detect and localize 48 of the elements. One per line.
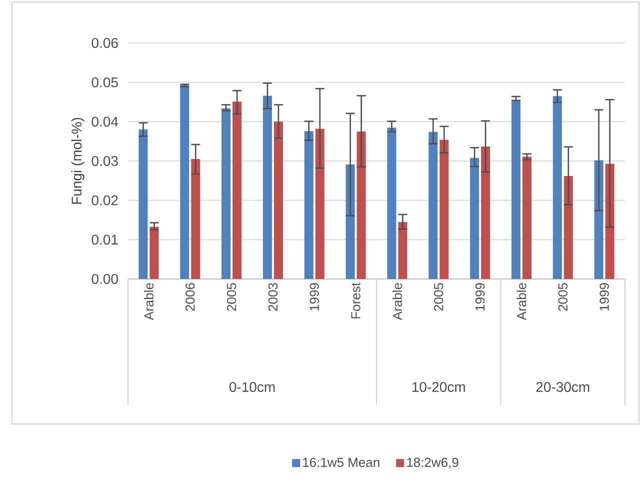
x-tick-label: Arable <box>516 283 526 320</box>
x-tick-label: 2005 <box>558 283 568 311</box>
bar <box>470 158 480 279</box>
y-tick-label: 0.02 <box>92 195 118 206</box>
bar <box>594 160 604 279</box>
x-tick-label: Arable <box>144 283 154 320</box>
bar <box>398 222 408 279</box>
legend-label: 18:2w6,9 <box>407 458 458 469</box>
bar <box>274 122 283 279</box>
bar <box>522 156 532 279</box>
bar <box>481 146 490 279</box>
x-tick-label: 2006 <box>186 283 195 311</box>
x-tick-label: 2003 <box>268 283 278 311</box>
bar <box>180 85 190 279</box>
text: 0-10cm <box>229 382 275 392</box>
y-axis-title: Fungi (mol-%) <box>71 118 84 204</box>
text: 20-30cm <box>536 382 590 392</box>
bar <box>232 102 242 279</box>
x-tick-label: 1999 <box>310 283 319 310</box>
bar <box>138 130 148 279</box>
x-tick-label: 2005 <box>226 283 236 311</box>
x-tick-label: Arable <box>392 283 402 320</box>
y-tick-label: 0.06 <box>92 38 118 48</box>
y-tick-label: 0.04 <box>92 116 118 127</box>
bar <box>346 164 355 279</box>
bar <box>315 128 324 279</box>
y-tick-label: 0.05 <box>92 77 118 88</box>
bar <box>428 132 438 279</box>
x-tick-label: 1999 <box>475 283 485 310</box>
x-tick-label: Forest <box>351 282 360 318</box>
bar <box>222 108 231 279</box>
bar <box>440 140 449 279</box>
bar <box>356 132 366 279</box>
legend-label: 16:1w5 Mean <box>303 458 380 467</box>
bar <box>387 128 396 279</box>
y-tick-label: 0.03 <box>92 156 118 166</box>
bar <box>564 176 573 279</box>
bar <box>191 159 200 279</box>
bar <box>150 226 159 279</box>
y-tick-label: 0.00 <box>92 274 118 284</box>
bar <box>511 100 520 279</box>
y-tick-label: 0.01 <box>92 234 118 245</box>
bar <box>304 131 314 279</box>
text: 10-20cm <box>412 382 465 392</box>
bar <box>552 96 562 279</box>
x-tick-label: 1999 <box>600 283 609 310</box>
bar <box>262 96 272 279</box>
x-tick-label: 2005 <box>434 283 444 311</box>
